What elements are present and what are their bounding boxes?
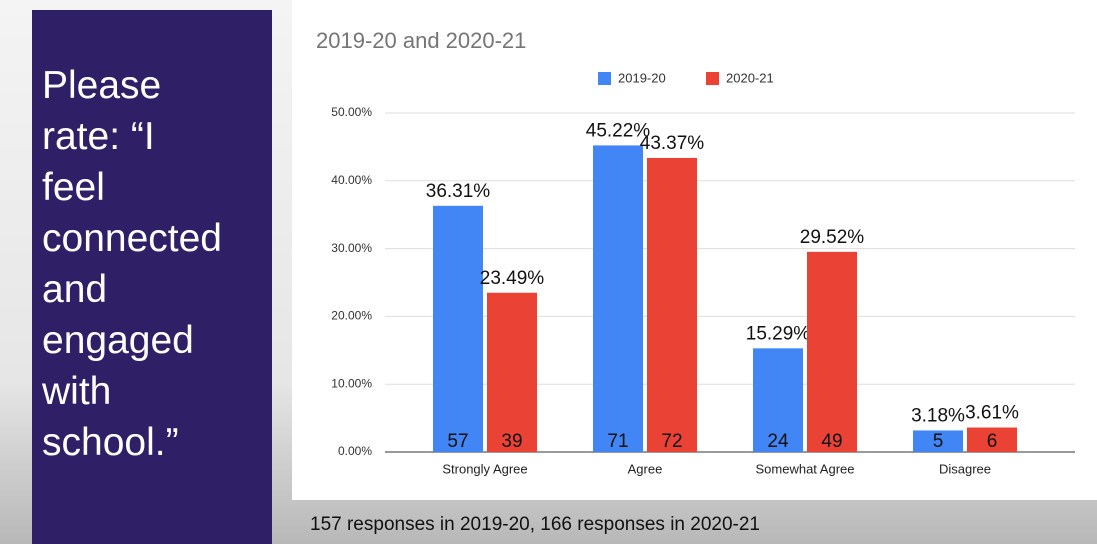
bar <box>487 292 537 452</box>
value-label: 3.18% <box>911 405 965 426</box>
y-tick-label: 30.00% <box>331 241 372 255</box>
count-label: 5 <box>933 431 944 452</box>
footnote: 157 responses in 2019-20, 166 responses … <box>310 514 760 535</box>
chart-title: 2019-20 and 2020-21 <box>316 28 526 53</box>
x-tick-label: Somewhat Agree <box>755 461 854 476</box>
value-label: 45.22% <box>586 120 651 141</box>
count-label: 39 <box>501 431 522 452</box>
count-label: 72 <box>661 431 682 452</box>
question-line: feel <box>42 166 105 209</box>
count-label: 49 <box>821 431 842 452</box>
value-label: 43.37% <box>640 133 705 154</box>
bar <box>647 157 697 452</box>
value-label: 23.49% <box>480 268 545 289</box>
value-label: 3.61% <box>965 403 1019 424</box>
bar <box>593 145 643 453</box>
bar <box>753 348 803 452</box>
bar <box>807 251 857 452</box>
value-label: 36.31% <box>426 181 491 202</box>
legend-swatch <box>598 72 611 85</box>
x-tick-label: Strongly Agree <box>442 461 527 476</box>
count-label: 71 <box>607 431 628 452</box>
x-tick-label: Disagree <box>939 461 991 476</box>
value-label: 15.29% <box>746 323 811 344</box>
y-tick-label: 0.00% <box>338 444 372 458</box>
x-tick-label: Agree <box>628 461 663 476</box>
count-label: 6 <box>987 431 998 452</box>
legend-label: 2019-20 <box>618 70 666 85</box>
question-line: engaged <box>42 319 194 362</box>
y-tick-label: 50.00% <box>331 105 372 119</box>
bar <box>913 430 963 452</box>
legend-swatch <box>706 72 719 85</box>
count-label: 57 <box>447 431 468 452</box>
y-tick-label: 20.00% <box>331 309 372 323</box>
question-line: Please <box>42 64 162 107</box>
question-line: with <box>42 370 112 413</box>
question-line: rate: “I <box>42 115 155 158</box>
bar <box>967 427 1017 452</box>
count-label: 24 <box>767 431 789 452</box>
question-panel: Please rate: “I feel connected and engaged wit… <box>32 10 272 544</box>
y-tick-label: 40.00% <box>331 173 372 187</box>
question-line: and <box>42 268 108 311</box>
question-line: school.” <box>42 421 179 464</box>
value-label: 29.52% <box>800 227 865 248</box>
bar <box>433 205 483 452</box>
legend-label: 2020-21 <box>726 70 774 85</box>
question-line: connected <box>42 217 222 260</box>
y-tick-label: 10.00% <box>331 376 372 390</box>
